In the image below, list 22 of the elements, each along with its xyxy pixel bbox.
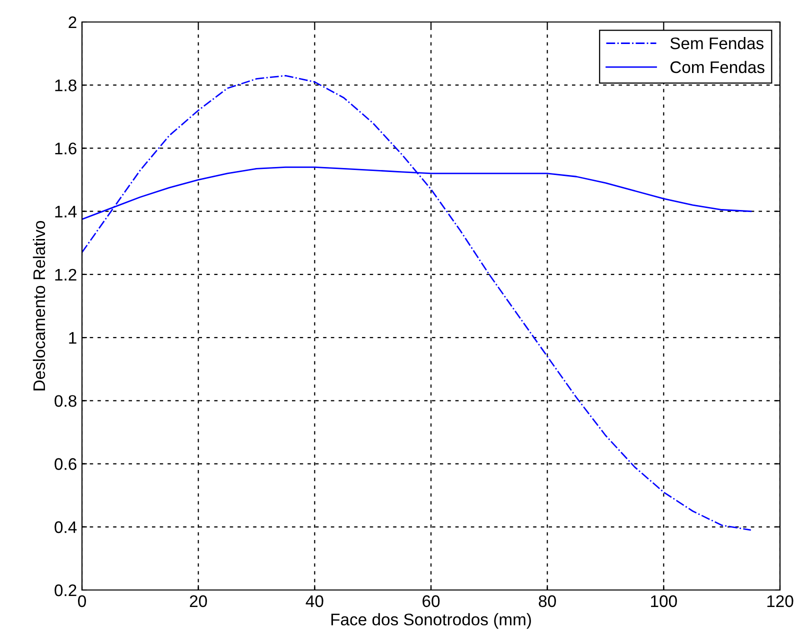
x-tick-label: 80 [538,595,556,608]
y-tick-label: 0.2 [54,584,76,596]
x-tick-label: 100 [651,595,677,608]
line-series [82,74,752,531]
y-tick-label: 0.4 [54,521,77,534]
y-tick-label: 1.8 [55,80,76,92]
x-tick-label: 60 [422,595,440,608]
y-tick-label: 0.8 [54,395,76,407]
y-tick-label: 1.2 [55,268,76,280]
x-tick-label: 40 [306,595,324,608]
legend-label: Com Fendas [670,60,764,74]
x-tick-label: 20 [190,595,207,608]
y-tick-label: 0.6 [54,458,76,470]
x-axis-title: Face dos Sonotrodos (mm) [331,613,531,629]
y-tick-label: 1.6 [55,142,76,154]
y-axis-title: Deslocamento Relativo [32,221,46,390]
legend-label: Sem Fendas [670,37,764,50]
x-tick-label: 0 [78,595,86,608]
y-tick-label: 1 [69,332,76,344]
y-tick-label: 2 [68,16,76,28]
y-tick-label: 1.4 [55,206,77,218]
x-tick-label: 120 [767,595,794,608]
